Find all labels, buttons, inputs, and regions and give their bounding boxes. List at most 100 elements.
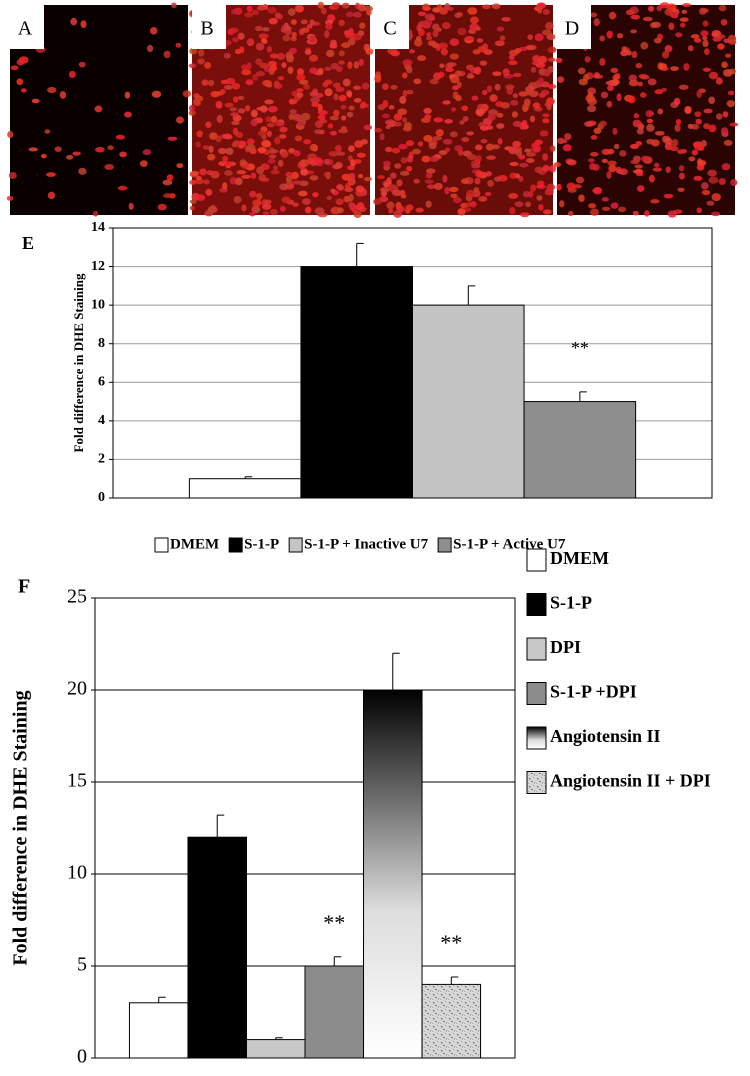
- cell: [537, 6, 543, 14]
- cell: [421, 155, 431, 163]
- cell: [276, 52, 286, 60]
- cell: [487, 113, 496, 121]
- cell: [47, 86, 57, 94]
- cell: [265, 116, 273, 123]
- cell: [229, 107, 238, 112]
- cell: [532, 55, 538, 62]
- cell: [322, 81, 329, 88]
- cell: [383, 160, 391, 167]
- cell: [524, 148, 532, 153]
- cell: [281, 62, 287, 68]
- cell: [514, 47, 522, 54]
- cell: [317, 110, 328, 116]
- cell: [717, 34, 726, 39]
- cell: [412, 148, 421, 155]
- cell: [452, 85, 459, 91]
- cell: [508, 54, 515, 61]
- cell: [703, 108, 713, 114]
- cell: [696, 207, 703, 214]
- cell: [680, 22, 686, 28]
- cell: [448, 62, 457, 67]
- cell: [635, 171, 644, 177]
- y-tick-label: 25: [67, 586, 87, 608]
- cell: [207, 153, 216, 161]
- cell: [505, 84, 515, 90]
- legend-swatch: [437, 537, 452, 553]
- cell: [707, 169, 717, 177]
- cell: [461, 137, 470, 143]
- cell: [299, 28, 305, 36]
- cell: [701, 189, 711, 196]
- cell: [492, 71, 502, 76]
- cell: [559, 138, 568, 144]
- cell: [347, 61, 353, 69]
- cell: [442, 174, 448, 183]
- cell: [235, 131, 244, 138]
- cell: [343, 195, 351, 203]
- cell: [542, 164, 550, 172]
- y-tick-label: 10: [91, 297, 105, 312]
- bar: [412, 304, 525, 499]
- cell: [426, 31, 432, 38]
- cell: [727, 34, 737, 43]
- cell: [656, 5, 663, 12]
- cell: [233, 140, 242, 146]
- cell: [47, 191, 56, 200]
- cell: [508, 60, 518, 66]
- cell: [237, 95, 245, 101]
- cell: [338, 50, 345, 57]
- cell: [721, 163, 731, 171]
- y-tick-label: 6: [98, 375, 105, 390]
- cell: [391, 147, 401, 154]
- cell: [486, 85, 493, 93]
- cell: [331, 2, 341, 8]
- cell: [607, 84, 614, 92]
- cell: [285, 171, 292, 177]
- cell: [678, 172, 685, 180]
- legend-label: S-1-P: [244, 536, 279, 552]
- cell: [353, 61, 360, 69]
- cell: [166, 174, 174, 181]
- cell: [519, 212, 530, 218]
- cell: [282, 34, 291, 42]
- cell: [466, 64, 475, 71]
- cell: [222, 182, 228, 190]
- cell: [424, 179, 434, 184]
- cell: [556, 183, 562, 191]
- cell: [341, 42, 351, 49]
- cell: [80, 20, 87, 29]
- cell: [508, 192, 519, 199]
- cell: [693, 142, 703, 151]
- cell: [593, 18, 600, 27]
- cell: [694, 37, 702, 43]
- cell: [605, 81, 613, 86]
- cell: [588, 203, 597, 209]
- cell: [338, 60, 345, 65]
- cell: [584, 56, 591, 63]
- cell: [216, 115, 223, 123]
- cell: [417, 11, 427, 16]
- cell: [189, 47, 198, 55]
- cell: [163, 50, 171, 59]
- cell: [328, 150, 339, 157]
- cell: [317, 67, 324, 74]
- cell: [401, 72, 408, 79]
- bar: [300, 266, 413, 499]
- legend-label: DMEM: [170, 536, 219, 552]
- cell: [549, 165, 557, 173]
- cell: [702, 67, 711, 72]
- y-tick-label: 12: [91, 259, 105, 274]
- cell: [345, 11, 355, 18]
- cell: [66, 154, 74, 160]
- cell: [720, 127, 729, 136]
- cell: [348, 193, 354, 202]
- cell: [195, 141, 201, 148]
- cell: [336, 151, 346, 156]
- cell: [667, 210, 677, 218]
- cell: [616, 33, 624, 39]
- cell: [481, 4, 491, 10]
- cell: [224, 170, 233, 176]
- cell: [317, 103, 323, 112]
- cell: [207, 79, 215, 87]
- y-tick-label: 14: [91, 220, 105, 235]
